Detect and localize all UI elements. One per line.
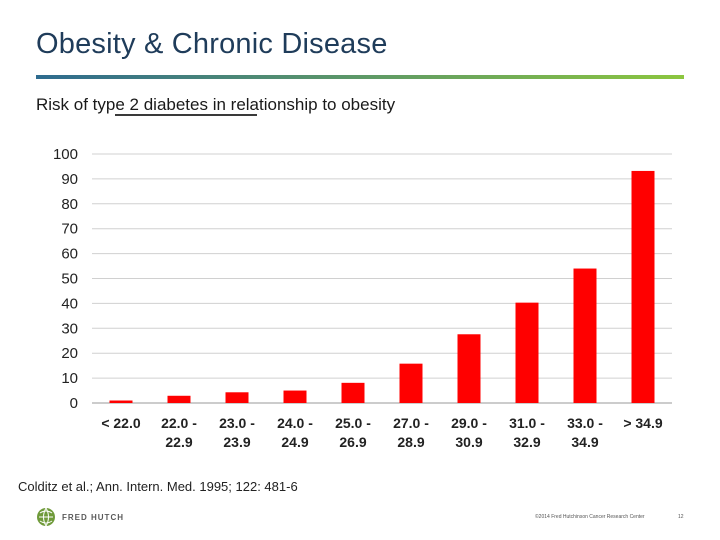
y-tick-label: 80 (61, 196, 78, 213)
y-tick-label: 60 (61, 246, 78, 263)
y-tick-label: 0 (70, 395, 78, 412)
bar-9 (631, 170, 655, 403)
diabetes-risk-bar-chart: 0 10 20 30 40 50 60 70 80 90 100 < 22.0 22.0 - 22.9 2… (53, 146, 672, 450)
bar-layer (109, 170, 655, 403)
x-tick-label: 32.9 (513, 434, 540, 450)
x-tick-label: 25.0 - (335, 415, 371, 431)
bar-8 (573, 268, 597, 403)
x-tick-label: 23.0 - (219, 415, 255, 431)
x-tick-label: > 34.9 (623, 415, 663, 431)
x-tick-label: 34.9 (571, 434, 598, 450)
citation: Colditz et al.; Ann. Intern. Med. 1995; … (18, 479, 298, 494)
bar-2 (225, 392, 249, 403)
y-tick-label: 40 (61, 295, 78, 312)
x-tick-label: 28.9 (397, 434, 424, 450)
y-tick-label: 20 (61, 345, 78, 362)
logo-text: FRED HUTCH (62, 512, 124, 522)
slide-title: Obesity & Chronic Disease (36, 28, 388, 60)
bar-6 (457, 334, 481, 403)
y-tick-label: 100 (53, 146, 78, 163)
chart-subtitle: Risk of type 2 diabetes in relationship … (36, 95, 396, 114)
y-tick-label: 90 (61, 171, 78, 188)
y-tick-label: 70 (61, 221, 78, 238)
bar-7 (515, 302, 539, 403)
x-tick-label: 30.9 (455, 434, 482, 450)
x-axis-ticks: < 22.0 22.0 - 22.9 23.0 - 23.9 24.0 - 24.9 25.0… (101, 415, 663, 450)
bar-5 (399, 363, 423, 403)
bar-3 (283, 390, 307, 403)
x-tick-label: 23.9 (223, 434, 250, 450)
x-tick-label: 31.0 - (509, 415, 545, 431)
x-tick-label: < 22.0 (101, 415, 141, 431)
x-tick-label: 24.9 (281, 434, 308, 450)
title-rule (36, 75, 684, 79)
x-tick-label: 33.0 - (567, 415, 603, 431)
bar-0 (109, 400, 133, 403)
page-number: 12 (678, 514, 684, 520)
y-axis-ticks: 0 10 20 30 40 50 60 70 80 90 100 (53, 146, 78, 412)
x-tick-label: 27.0 - (393, 415, 429, 431)
y-tick-label: 30 (61, 320, 78, 337)
x-tick-label: 29.0 - (451, 415, 487, 431)
x-tick-label: 26.9 (339, 434, 366, 450)
subtitle-underline (115, 114, 257, 116)
x-tick-label: 24.0 - (277, 415, 313, 431)
y-tick-label: 50 (61, 271, 78, 288)
fred-hutch-logo: FRED HUTCH (36, 507, 124, 527)
x-tick-label: 22.0 - (161, 415, 197, 431)
y-tick-label: 10 (61, 370, 78, 387)
globe-icon (37, 507, 55, 527)
copyright: ©2014 Fred Hutchinson Cancer Research Ce… (535, 514, 645, 520)
bar-1 (167, 395, 191, 403)
bar-4 (341, 382, 365, 403)
x-tick-label: 22.9 (165, 434, 192, 450)
